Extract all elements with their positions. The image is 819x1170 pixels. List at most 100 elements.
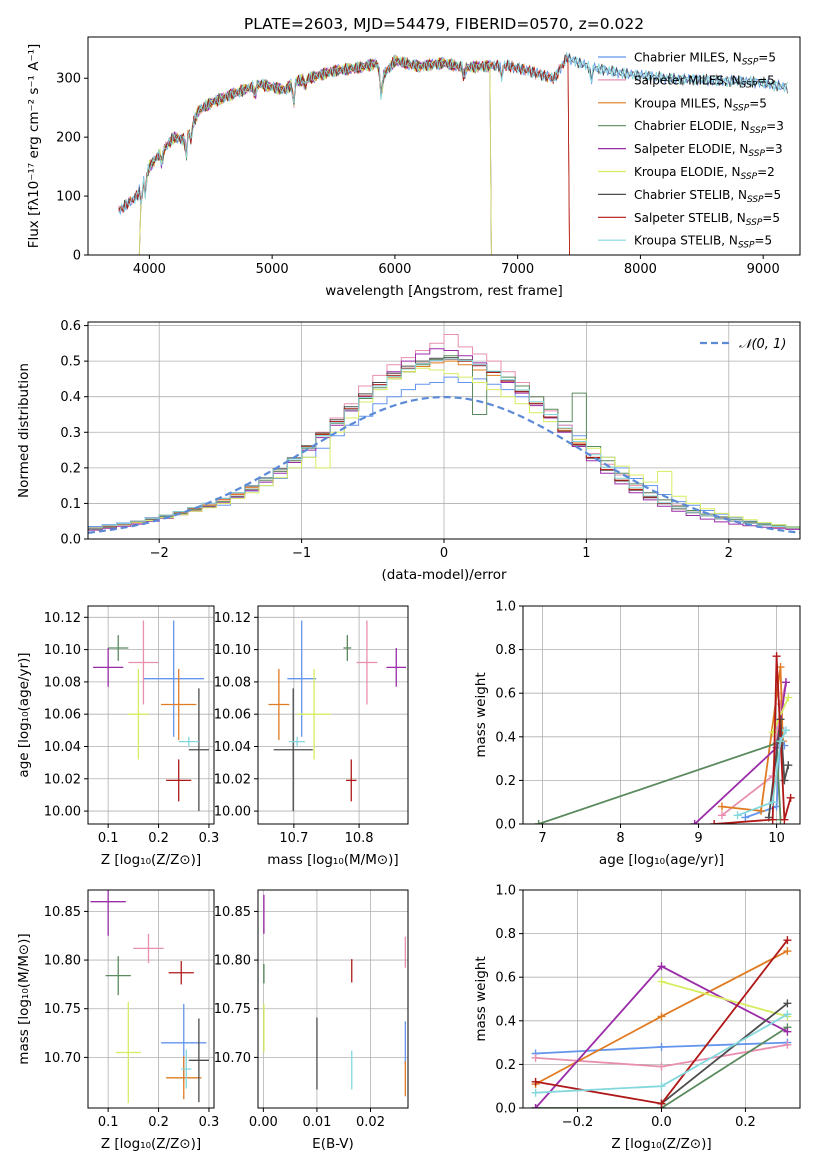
legend-entry: Salpeter ELODIE, NSSP=3 xyxy=(634,142,783,159)
data-marker xyxy=(783,1010,792,1019)
y-tick-label: 0.2 xyxy=(495,774,516,789)
x-tick-label: 0.3 xyxy=(199,831,220,846)
y-tick-label: 10.85 xyxy=(44,905,81,920)
y-tick-label: 100 xyxy=(56,190,81,205)
y-axis-label: mass [log₁₀(M/M⊙)] xyxy=(16,933,32,1064)
figure-title: PLATE=2603, MJD=54479, FIBERID=0570, z=0… xyxy=(244,15,644,33)
y-tick-label: 300 xyxy=(56,72,81,87)
normal-curve xyxy=(88,396,800,534)
x-tick-label: 0.2 xyxy=(148,831,169,846)
series-line xyxy=(660,1002,788,1105)
x-axis-label: mass [log₁₀(M/M⊙)] xyxy=(267,852,398,868)
y-axis-label: mass weight xyxy=(473,956,489,1041)
y-axis-label: age [log₁₀(age/yr)] xyxy=(16,652,32,777)
x-tick-label: 4000 xyxy=(133,262,166,277)
y-tick-label: 10.04 xyxy=(214,740,251,755)
data-marker xyxy=(717,811,726,820)
x-tick-label: 0.01 xyxy=(302,1115,331,1130)
y-tick-label: 0.3 xyxy=(60,426,81,441)
x-axis-label: (data-model)/error xyxy=(381,567,507,583)
data-marker xyxy=(783,1040,792,1049)
y-tick-label: 0.6 xyxy=(495,687,516,702)
x-tick-label: −0.2 xyxy=(562,1115,594,1130)
histogram-line xyxy=(88,367,800,529)
y-tick-label: 10.10 xyxy=(214,643,251,658)
plot-area xyxy=(90,890,209,1104)
legend-entry: Kroupa MILES, NSSP=5 xyxy=(634,96,767,113)
y-tick-label: 0.6 xyxy=(495,971,516,986)
x-tick-label: −1 xyxy=(292,546,311,561)
series-line xyxy=(737,729,787,817)
x-tick-label: 7 xyxy=(538,831,546,846)
x-axis-label: E(B-V) xyxy=(312,1136,354,1152)
x-tick-label: 9 xyxy=(694,831,702,846)
y-tick-label: 1.0 xyxy=(495,600,516,615)
y-tick-label: 1.0 xyxy=(495,884,516,899)
y-tick-label: 10.80 xyxy=(44,954,81,969)
y-tick-label: 10.12 xyxy=(44,611,81,626)
data-marker xyxy=(783,947,792,956)
y-tick-label: 200 xyxy=(56,131,81,146)
data-marker xyxy=(657,962,666,971)
series-line xyxy=(535,1026,788,1108)
data-marker xyxy=(657,1099,666,1108)
data-marker xyxy=(657,1082,666,1091)
data-marker xyxy=(780,815,789,824)
x-tick-label: 9000 xyxy=(747,262,780,277)
data-marker xyxy=(534,820,543,824)
axes-frame xyxy=(87,605,215,825)
data-marker xyxy=(657,1012,666,1021)
y-tick-label: 0.8 xyxy=(495,927,516,942)
data-marker xyxy=(768,798,777,807)
x-axis-label: age [log₁₀(age/yr)] xyxy=(599,852,724,868)
data-marker xyxy=(531,1088,540,1097)
x-tick-label: 0.0 xyxy=(651,1115,672,1130)
panel-3: 0.1 0.2 0.3 10.00 10.02 10.04 10.06 10.08 10.10 1… xyxy=(16,605,220,868)
y-tick-label: 10.06 xyxy=(214,708,251,723)
data-marker xyxy=(531,1053,540,1062)
legend-entry: Chabrier ELODIE, NSSP=3 xyxy=(634,119,784,136)
y-tick-label: 0.4 xyxy=(60,390,81,405)
legend-entry: Salpeter MILES, NSSP=5 xyxy=(634,73,775,90)
x-tick-label: 0 xyxy=(440,546,448,561)
x-tick-label: 10 xyxy=(768,831,785,846)
legend-entry: Chabrier MILES, NSSP=5 xyxy=(634,51,776,68)
plot-area xyxy=(531,936,792,1108)
data-marker xyxy=(768,815,777,824)
y-tick-label: 0.1 xyxy=(60,497,81,512)
y-tick-label: 10.10 xyxy=(44,643,81,658)
axes-frame xyxy=(522,605,801,825)
x-tick-label: 0.2 xyxy=(735,1115,756,1130)
histogram-line xyxy=(88,348,800,531)
legend-entry: Kroupa STELIB, NSSP=5 xyxy=(634,234,772,251)
data-marker xyxy=(783,999,792,1008)
x-tick-label: −2 xyxy=(150,546,169,561)
axes-frame xyxy=(257,605,409,825)
legend-entry: 𝒩(0, 1) xyxy=(739,337,786,352)
data-marker xyxy=(741,813,750,822)
y-tick-label: 10.04 xyxy=(44,740,81,755)
x-axis-label: Z [log₁₀(Z/Z⊙)] xyxy=(101,852,201,868)
data-marker xyxy=(781,678,790,687)
y-tick-label: 10.08 xyxy=(44,675,81,690)
data-marker xyxy=(772,652,781,661)
y-tick-label: 10.70 xyxy=(214,1051,251,1066)
data-marker xyxy=(784,693,793,702)
axes-frame xyxy=(87,36,801,256)
plot-area xyxy=(534,652,795,824)
plot-area xyxy=(268,620,407,812)
y-tick-label: 10.70 xyxy=(44,1051,81,1066)
y-axis-label: mass weight xyxy=(473,672,489,757)
panel-8: −0.2 0.0 0.2 0.0 0.2 0.4 0.6 0.8 1.0 Z [log₁₀(Z/Z… xyxy=(473,884,801,1152)
legend-entry: Chabrier STELIB, NSSP=5 xyxy=(634,188,781,205)
y-tick-label: 10.02 xyxy=(44,772,81,787)
y-tick-label: 10.06 xyxy=(44,708,81,723)
x-tick-label: 1 xyxy=(582,546,590,561)
y-tick-label: 10.12 xyxy=(214,611,251,626)
data-marker xyxy=(657,977,666,986)
y-tick-label: 0.8 xyxy=(495,643,516,658)
x-tick-label: 7000 xyxy=(501,262,534,277)
data-marker xyxy=(776,737,785,746)
panel-1: Chabrier MILES, NSSP=5 Salpeter MILES, NS… xyxy=(26,36,801,299)
